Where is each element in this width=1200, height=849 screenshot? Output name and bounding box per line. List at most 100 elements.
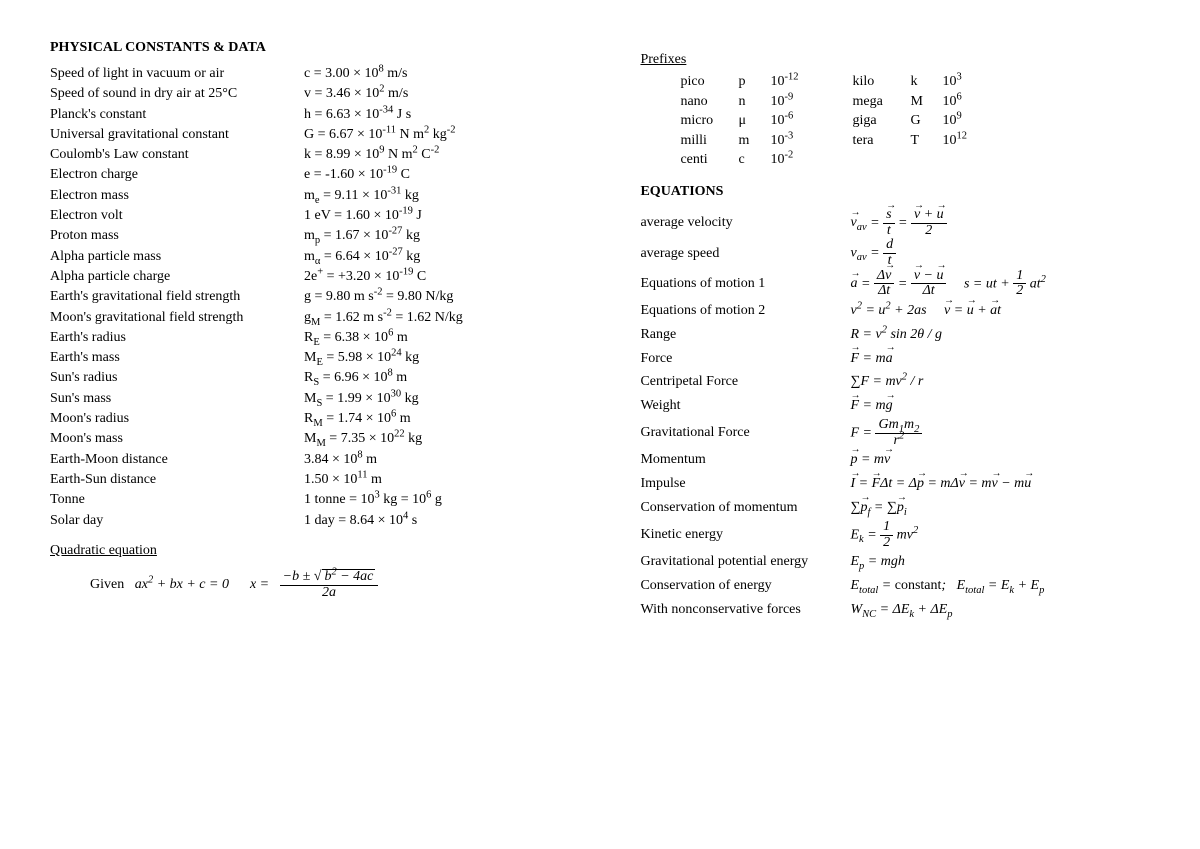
equation-row: Gravitational ForceF = Gm1m2r2 <box>640 418 1150 448</box>
prefixes-heading: Prefixes <box>640 52 1150 68</box>
prefix-value: 10-9 <box>770 92 812 112</box>
constant-value: g = 9.80 m s-2 = 9.80 N/kg <box>304 287 610 307</box>
constant-label: Electron mass <box>50 186 304 206</box>
prefix-row: kilok 103 <box>852 72 984 92</box>
constant-label: Electron volt <box>50 206 304 226</box>
constant-value: 1 day = 8.64 × 104 s <box>304 511 610 531</box>
equation-label: Centripetal Force <box>640 370 850 394</box>
prefix-symbol: m <box>738 131 756 151</box>
prefix-name: nano <box>680 92 724 112</box>
prefix-symbol: T <box>910 131 928 151</box>
constant-row: Moon's massMM = 7.35 × 1022 kg <box>50 429 610 449</box>
prefix-value: 10-3 <box>770 131 812 151</box>
constant-value: mα = 6.64 × 10-27 kg <box>304 247 610 267</box>
constant-label: Universal gravitational constant <box>50 125 304 145</box>
constant-row: Alpha particle massmα = 6.64 × 10-27 kg <box>50 247 610 267</box>
prefix-value: 10-6 <box>770 111 812 131</box>
constant-value: k = 8.99 × 109 N m2 C-2 <box>304 145 610 165</box>
equation-formula: a = ΔvΔt = v − uΔt s = ut + 12 at2 <box>850 269 1150 299</box>
constant-value: ME = 5.98 × 1024 kg <box>304 348 610 368</box>
constant-label: Coulomb's Law constant <box>50 145 304 165</box>
prefix-value: 10-12 <box>770 72 812 92</box>
equations-list: average velocityvav = st = v + u2 average… <box>640 208 1150 622</box>
prefix-symbol: G <box>910 111 928 131</box>
prefix-value: 109 <box>942 111 984 131</box>
constant-row: Sun's radiusRS = 6.96 × 108 m <box>50 368 610 388</box>
constant-value: MM = 7.35 × 1022 kg <box>304 429 610 449</box>
equation-label: Equations of motion 1 <box>640 272 850 296</box>
equation-formula: F = ma <box>850 347 1150 371</box>
constant-row: Electron volt1 eV = 1.60 × 10-19 J <box>50 206 610 226</box>
left-column: PHYSICAL CONSTANTS & DATA Speed of light… <box>50 40 610 622</box>
equation-formula: v2 = u2 + 2as v = u + at <box>850 299 1150 323</box>
quadratic-fraction: −b ± √b2 − 4ac 2a <box>280 569 379 600</box>
constant-value: MS = 1.99 × 1030 kg <box>304 389 610 409</box>
prefix-name: giga <box>852 111 896 131</box>
equation-row: Equations of motion 1a = ΔvΔt = v − uΔt … <box>640 269 1150 299</box>
equation-label: Equations of motion 2 <box>640 299 850 323</box>
constant-label: Solar day <box>50 511 304 531</box>
prefix-value: 106 <box>942 92 984 112</box>
constant-label: Earth's gravitational field strength <box>50 287 304 307</box>
constant-value: 1.50 × 1011 m <box>304 470 610 490</box>
constant-row: Electron massme = 9.11 × 10-31 kg <box>50 186 610 206</box>
constant-value: e = -1.60 × 10-19 C <box>304 165 610 185</box>
constant-value: RS = 6.96 × 108 m <box>304 368 610 388</box>
equation-label: Gravitational potential energy <box>640 550 850 574</box>
equation-row: Gravitational potential energyEp = mgh <box>640 550 1150 574</box>
prefix-name: pico <box>680 72 724 92</box>
constant-label: Moon's gravitational field strength <box>50 308 304 328</box>
equation-label: With nonconservative forces <box>640 598 850 622</box>
constant-label: Tonne <box>50 490 304 510</box>
quadratic-heading: Quadratic equation <box>50 543 610 559</box>
prefix-symbol: k <box>910 72 928 92</box>
constant-row: Earth's gravitational field strengthg = … <box>50 287 610 307</box>
equation-label: Conservation of energy <box>640 574 850 598</box>
constant-value: 2e+ = +3.20 × 10-19 C <box>304 267 610 287</box>
equation-row: average velocityvav = st = v + u2 <box>640 208 1150 238</box>
prefix-row: centic10-2 <box>680 150 812 170</box>
prefix-symbol: μ <box>738 111 756 131</box>
equation-row: Conservation of energyEtotal = constant;… <box>640 574 1150 598</box>
constant-value: RE = 6.38 × 106 m <box>304 328 610 348</box>
prefix-row: picop10-12 <box>680 72 812 92</box>
prefix-value: 1012 <box>942 131 984 151</box>
constant-value: me = 9.11 × 10-31 kg <box>304 186 610 206</box>
constant-value: RM = 1.74 × 106 m <box>304 409 610 429</box>
constant-row: Tonne1 tonne = 103 kg = 106 g <box>50 490 610 510</box>
quadratic-equation: Given ax2 + bx + c = 0 x = −b ± √b2 − 4a… <box>90 569 610 601</box>
quadratic-lhs: x = <box>250 577 269 592</box>
constant-label: Earth-Sun distance <box>50 470 304 490</box>
equation-formula: WNC = ΔEk + ΔEp <box>850 598 1150 622</box>
constant-value: 3.84 × 108 m <box>304 450 610 470</box>
constant-value: v = 3.46 × 102 m/s <box>304 84 610 104</box>
constant-value: h = 6.63 × 10-34 J s <box>304 105 610 125</box>
equation-formula: ∑pf = ∑pi <box>850 496 1150 520</box>
prefix-row: nanon10-9 <box>680 92 812 112</box>
equation-formula: Ep = mgh <box>850 550 1150 574</box>
prefix-name: mega <box>852 92 896 112</box>
quadratic-denominator: 2a <box>280 586 379 601</box>
equation-label: Weight <box>640 394 850 418</box>
constant-row: Moon's gravitational field strengthgM = … <box>50 308 610 328</box>
prefix-name: centi <box>680 150 724 170</box>
constant-label: Proton mass <box>50 226 304 246</box>
equation-label: Momentum <box>640 448 850 472</box>
constant-row: Earth-Sun distance1.50 × 1011 m <box>50 470 610 490</box>
constant-row: Earth's massME = 5.98 × 1024 kg <box>50 348 610 368</box>
equation-row: ImpulseI = FΔt = Δp = mΔv = mv − mu <box>640 472 1150 496</box>
constant-row: Universal gravitational constantG = 6.67… <box>50 125 610 145</box>
page-title: PHYSICAL CONSTANTS & DATA <box>50 40 610 56</box>
constant-label: Electron charge <box>50 165 304 185</box>
prefix-value: 103 <box>942 72 984 92</box>
constant-row: Coulomb's Law constantk = 8.99 × 109 N m… <box>50 145 610 165</box>
equation-row: Equations of motion 2v2 = u2 + 2as v = u… <box>640 299 1150 323</box>
prefix-name: kilo <box>852 72 896 92</box>
constant-row: Speed of sound in dry air at 25°Cv = 3.4… <box>50 84 610 104</box>
prefix-symbol: M <box>910 92 928 112</box>
constant-row: Solar day1 day = 8.64 × 104 s <box>50 511 610 531</box>
equation-label: Kinetic energy <box>640 523 850 547</box>
equation-label: average speed <box>640 242 850 266</box>
constant-label: Sun's mass <box>50 389 304 409</box>
equation-row: Conservation of momentum∑pf = ∑pi <box>640 496 1150 520</box>
